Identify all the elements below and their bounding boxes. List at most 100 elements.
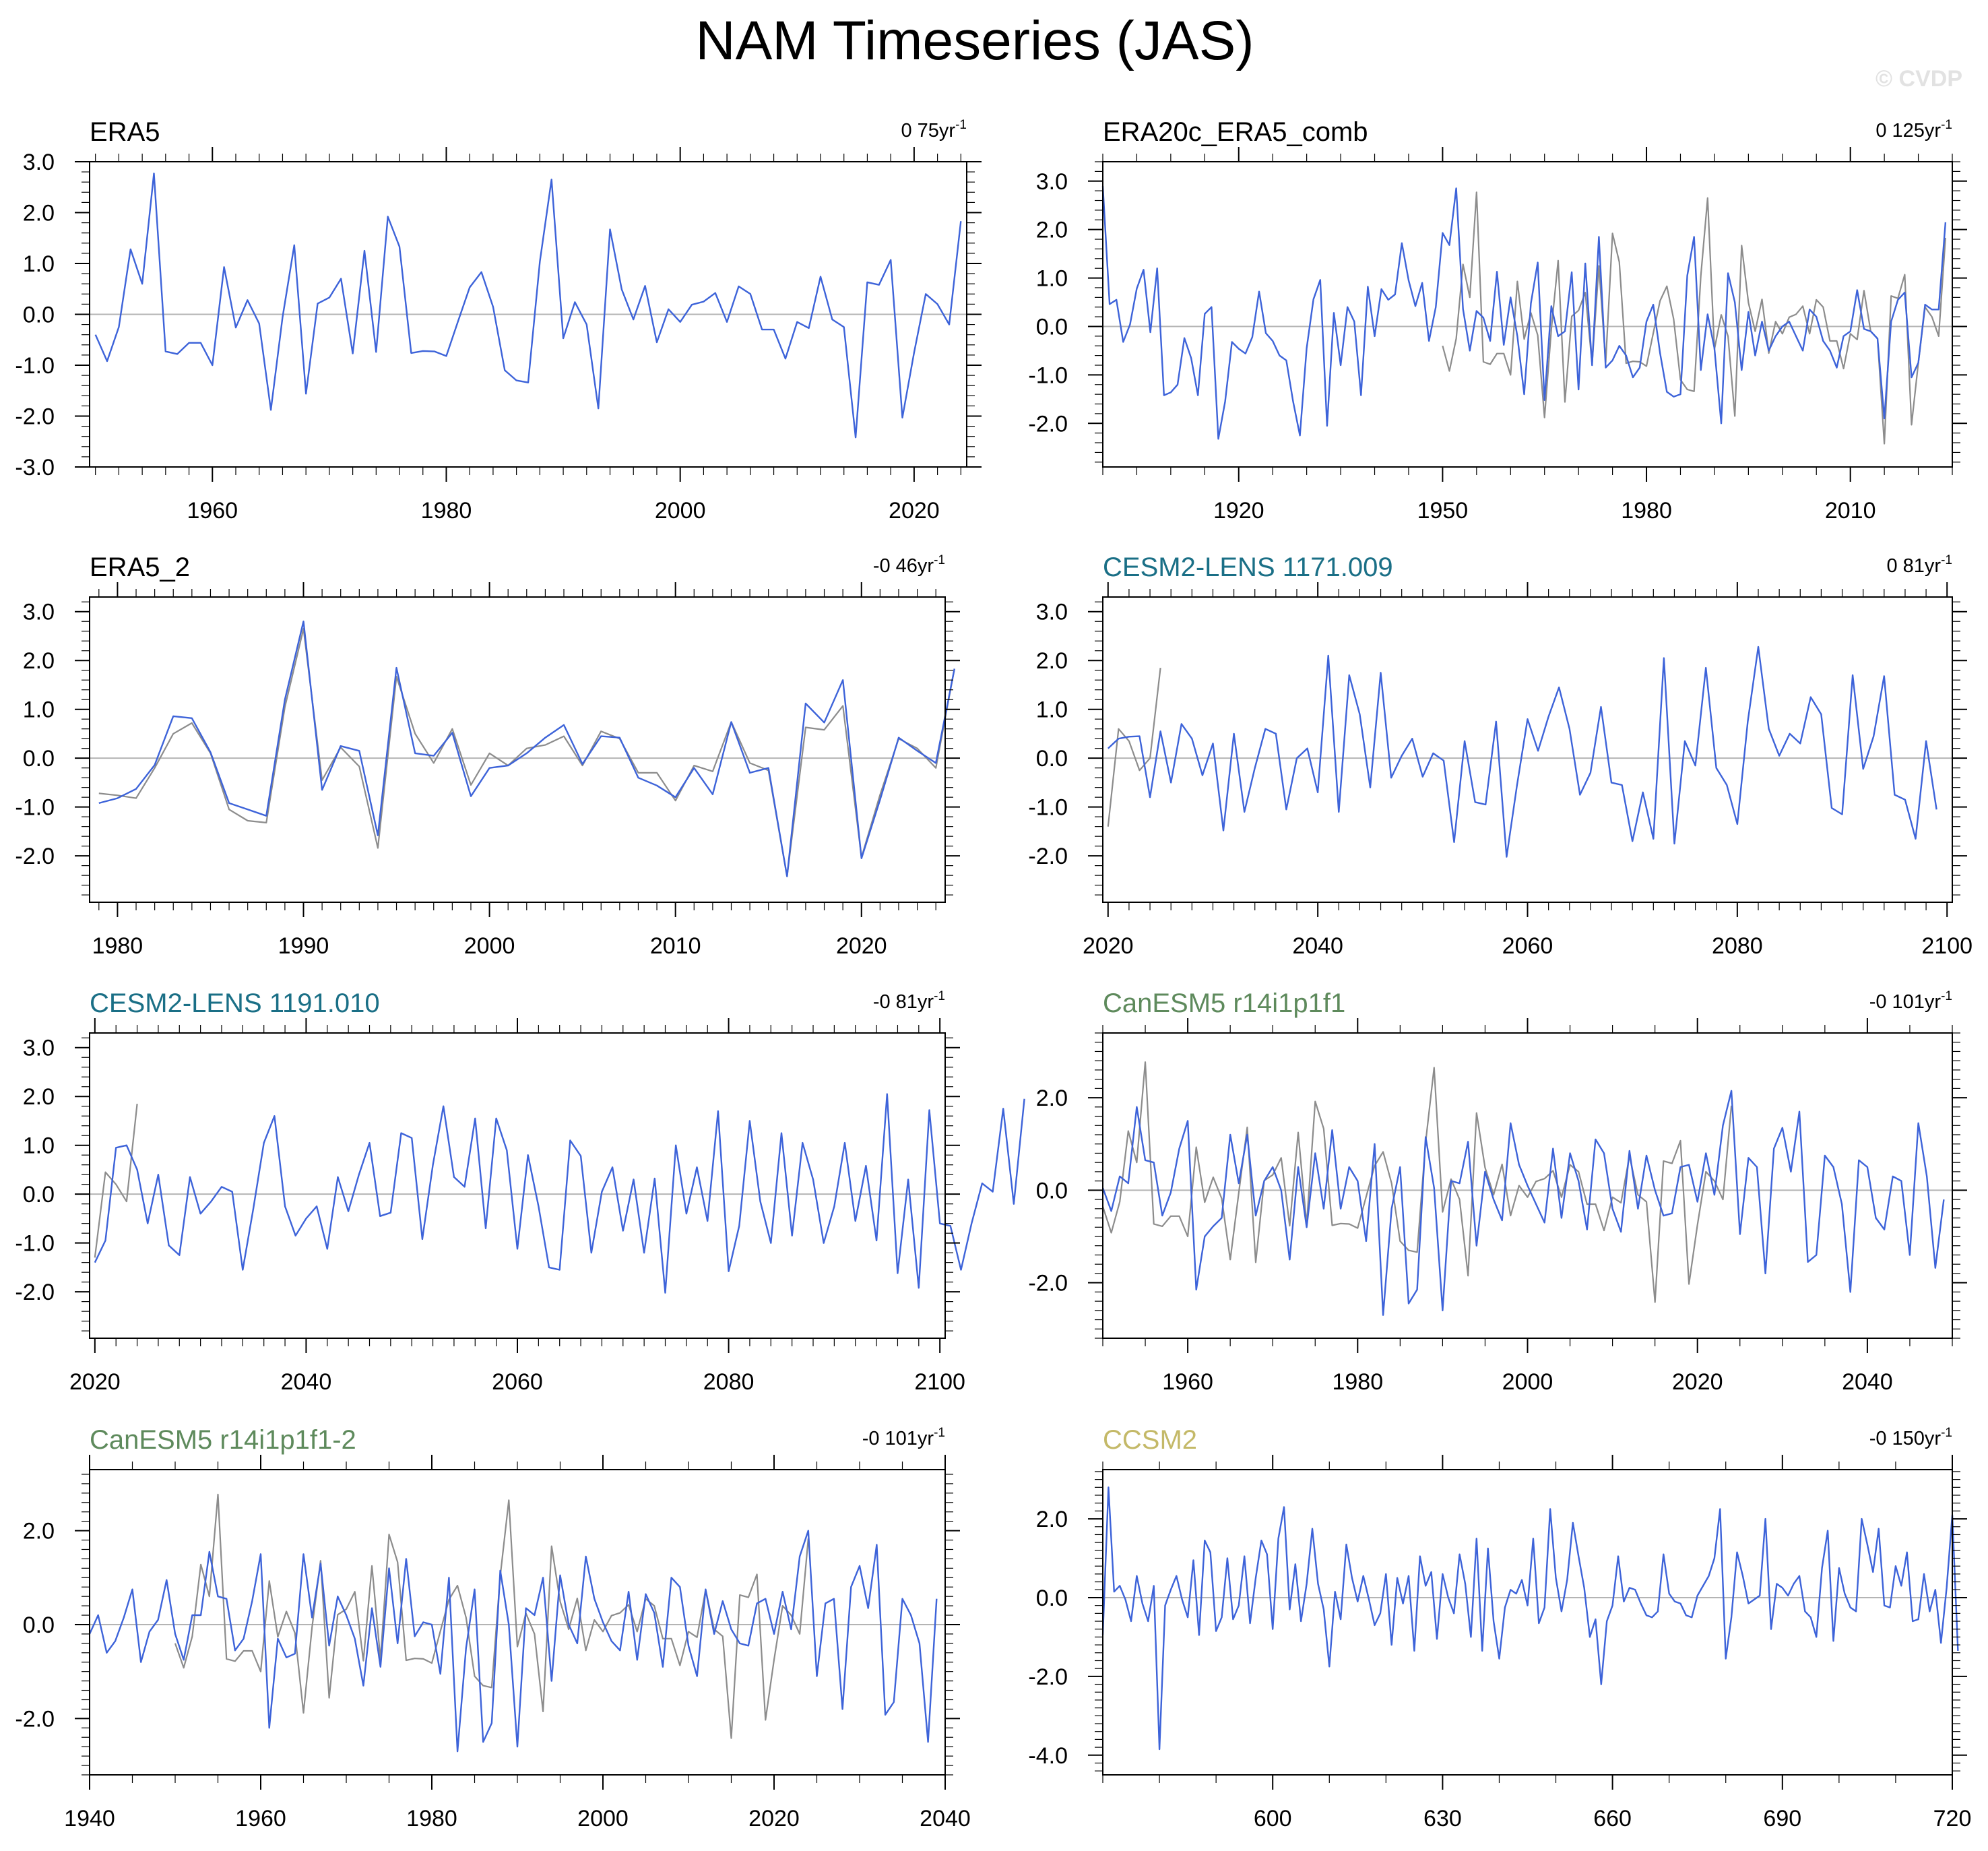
x-tick-label: 720	[1933, 1806, 1972, 1831]
trend-label: 0 75yr-1	[901, 118, 967, 142]
series-line	[94, 1093, 1025, 1294]
panel-title: CESM2-LENS 1191.010	[90, 989, 380, 1018]
trend-label: 0 125yr-1	[1875, 118, 1952, 142]
y-tick-label: 0.0	[23, 1612, 55, 1638]
panel-7: CanESM5 r14i1p1f1-2 -0 101yr-1 -2.0 0.0 2.0 1…	[15, 1425, 970, 1831]
y-tick-label: -2.0	[15, 1706, 55, 1732]
series-line	[1101, 1486, 1959, 1751]
y-tick-label: 0.0	[1036, 1586, 1068, 1611]
y-tick-label: 2.0	[23, 648, 55, 674]
plot-frame	[89, 596, 946, 903]
trend-value: -0 46yr	[873, 555, 934, 577]
x-tick-label: 600	[1254, 1806, 1292, 1831]
reference-series-line	[1442, 191, 1946, 445]
x-tick-label: 1980	[92, 933, 143, 959]
y-tick-label: 1.0	[1036, 266, 1068, 292]
panel-8: CCSM2 -0 150yr-1 -4.0 -2.0 0.0 2.0 600 630 660 69…	[1028, 1425, 1971, 1831]
y-tick-label: 2.0	[1036, 218, 1068, 243]
x-tick-label: 1980	[1332, 1369, 1383, 1395]
x-tick-label: 2080	[703, 1369, 755, 1395]
y-tick-label: 0.0	[23, 1182, 55, 1207]
y-tick-label: -1.0	[15, 353, 55, 379]
trend-superscript: -1	[1941, 1426, 1952, 1440]
y-tick-label: 2.0	[1036, 648, 1068, 674]
trend-value: -0 101yr	[1869, 991, 1942, 1013]
x-tick-label: 630	[1423, 1806, 1462, 1831]
x-tick-label: 1980	[1621, 498, 1672, 524]
plot-frame	[1102, 161, 1953, 468]
y-tick-label: 2.0	[23, 201, 55, 226]
x-tick-label: 2020	[836, 933, 887, 959]
y-tick-label: -2.0	[1028, 844, 1068, 869]
y-tick-label: 1.0	[1036, 697, 1068, 723]
y-tick-label: 2.0	[1036, 1086, 1068, 1111]
x-tick-label: 2010	[650, 933, 701, 959]
series-line	[98, 621, 955, 877]
y-tick-label: 3.0	[23, 150, 55, 175]
panel-title: ERA5_2	[90, 553, 190, 582]
trend-superscript: -1	[1941, 989, 1952, 1003]
y-tick-label: 0.0	[23, 303, 55, 328]
reference-series-line	[94, 1103, 138, 1258]
trend-label: -0 81yr-1	[873, 989, 945, 1013]
x-tick-label: 2040	[920, 1806, 971, 1831]
y-tick-label: 1.0	[23, 251, 55, 277]
y-tick-label: -1.0	[15, 795, 55, 821]
y-tick-label: 1.0	[23, 697, 55, 723]
trend-superscript: -1	[1941, 553, 1952, 567]
x-tick-label: 2020	[748, 1806, 800, 1831]
panel-title: ERA20c_ERA5_comb	[1103, 117, 1368, 147]
x-tick-label: 1940	[64, 1806, 115, 1831]
trend-value: -0 150yr	[1869, 1428, 1942, 1449]
y-tick-label: 0.0	[1036, 1178, 1068, 1203]
trend-superscript: -1	[934, 1426, 945, 1440]
x-tick-label: 1980	[421, 498, 472, 524]
x-tick-label: 2080	[1712, 933, 1763, 959]
x-tick-label: 2040	[1842, 1369, 1893, 1395]
y-tick-label: -2.0	[15, 844, 55, 869]
x-tick-label: 660	[1593, 1806, 1632, 1831]
panel-title: ERA5	[90, 117, 160, 147]
y-tick-label: 1.0	[23, 1133, 55, 1159]
y-tick-label: 2.0	[23, 1084, 55, 1110]
trend-label: 0 81yr-1	[1886, 553, 1952, 577]
panel-title: CanESM5 r14i1p1f1	[1103, 989, 1345, 1018]
y-tick-label: -4.0	[1028, 1743, 1068, 1769]
x-tick-label: 1960	[1162, 1369, 1213, 1395]
y-tick-label: 0.0	[1036, 746, 1068, 772]
page-title: NAM Timeseries (JAS)	[695, 10, 1254, 71]
trend-label: -0 101yr-1	[1869, 989, 1952, 1013]
y-tick-label: 3.0	[1036, 169, 1068, 195]
x-tick-label: 690	[1763, 1806, 1801, 1831]
trend-value: 0 81yr	[1886, 555, 1941, 577]
panel-5: CESM2-LENS 1191.010 -0 81yr-1 -2.0 -1.0 0.0 1…	[15, 989, 1025, 1395]
panel-title: CCSM2	[1103, 1425, 1197, 1455]
trend-label: -0 150yr-1	[1869, 1426, 1952, 1449]
x-tick-label: 1960	[235, 1806, 286, 1831]
trend-value: -0 101yr	[862, 1428, 934, 1449]
x-tick-label: 1920	[1213, 498, 1264, 524]
y-tick-label: 3.0	[23, 600, 55, 625]
panel-1: ERA5 0 75yr-1 -3.0 -2.0 -1.0 0.0 1.0 2.0 3.0 1960…	[15, 117, 982, 524]
y-tick-label: 0.0	[23, 746, 55, 772]
y-tick-label: 3.0	[23, 1036, 55, 1061]
trend-superscript: -1	[934, 553, 945, 567]
y-tick-label: -2.0	[1028, 1664, 1068, 1690]
trend-superscript: -1	[1941, 118, 1952, 132]
x-tick-label: 1950	[1417, 498, 1469, 524]
panel-6: CanESM5 r14i1p1f1 -0 101yr-1 -2.0 0.0 2.0 196…	[1028, 989, 1967, 1395]
trend-label: -0 46yr-1	[873, 553, 945, 577]
plot-frame	[1102, 1469, 1953, 1776]
reference-series-line	[1107, 667, 1161, 827]
y-tick-label: -2.0	[1028, 1271, 1068, 1296]
trend-value: 0 125yr	[1875, 120, 1941, 142]
y-tick-label: -1.0	[1028, 363, 1068, 388]
x-tick-label: 2100	[914, 1369, 965, 1395]
y-tick-label: -2.0	[1028, 411, 1068, 437]
x-tick-label: 2060	[1502, 933, 1553, 959]
trend-superscript: -1	[955, 118, 967, 132]
x-tick-label: 2020	[69, 1369, 121, 1395]
series-line	[1101, 185, 1947, 440]
x-tick-label: 2020	[889, 498, 940, 524]
